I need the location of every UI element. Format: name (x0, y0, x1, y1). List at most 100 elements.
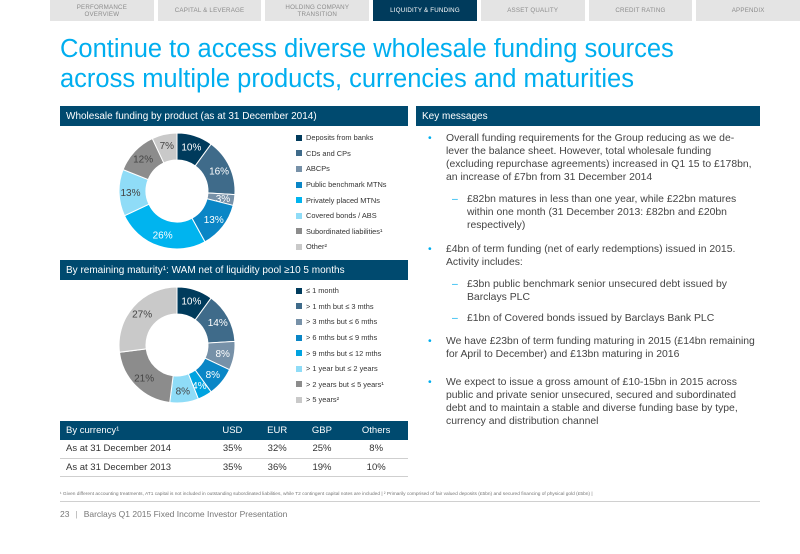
data-label: 27% (132, 310, 152, 321)
legend-swatch (296, 303, 302, 310)
table-header: USD (210, 421, 255, 440)
key-message-sub: £82bn matures in less than one year, whi… (425, 193, 755, 232)
key-messages-header: Key messages (416, 106, 760, 126)
legend-label: Deposits from banks (306, 133, 374, 143)
legend-item: ≤ 1 month (296, 283, 384, 299)
legend-swatch (296, 134, 302, 141)
legend-item: Covered bonds / ABS (296, 208, 387, 224)
footnote: ¹ Given different accounting treatments,… (60, 492, 593, 497)
legend-item: > 9 mths but ≤ 12 mths (296, 345, 384, 361)
table-header: EUR (254, 421, 300, 440)
table-header: Others (344, 421, 408, 440)
table-row: As at 31 December 2014 35% 32% 25% 8% (60, 440, 408, 459)
data-label: 3% (216, 194, 231, 205)
legend-item: Public benchmark MTNs (296, 177, 387, 193)
page-number: 23 (60, 509, 70, 519)
data-label: 26% (153, 231, 173, 242)
data-label: 8% (215, 349, 230, 360)
legend-label: Subordinated liabilities¹ (306, 226, 383, 236)
key-message: Overall funding requirements for the Gro… (425, 132, 755, 184)
legend-label: > 1 mth but ≤ 3 mths (306, 301, 374, 311)
table-row: As at 31 December 2013 35% 36% 19% 10% (60, 458, 408, 477)
legend-label: Covered bonds / ABS (306, 211, 377, 221)
legend-item: > 5 years² (296, 392, 384, 408)
legend-item: > 1 year but ≤ 2 years (296, 361, 384, 377)
legend-label: > 9 mths but ≤ 12 mths (306, 348, 382, 358)
data-label: 21% (134, 373, 154, 384)
footer-separator: | (75, 509, 78, 519)
maturity-chart-legend: ≤ 1 month > 1 mth but ≤ 3 mths > 3 mths bu… (296, 283, 384, 408)
maturity-donut-chart: 10%14%8%8%4%8%21%27% (118, 286, 236, 404)
legend-label: Other² (306, 242, 327, 252)
key-message: We expect to issue a gross amount of £10… (425, 376, 755, 428)
data-label: 10% (181, 142, 201, 153)
legend-item: Other² (296, 239, 387, 255)
tab-appendix[interactable]: APPENDIX (696, 0, 800, 21)
product-chart-legend: Deposits from banks CDs and CPs ABCPs Publi… (296, 130, 387, 255)
tab-holding-company-transition[interactable]: HOLDING COMPANY TRANSITION (265, 0, 370, 21)
donut-slice-5-years (118, 286, 178, 353)
section-navigation: PERFORMANCE OVERVIEW CAPITAL & LEVERAGE … (50, 0, 800, 21)
table-header-row: By currency¹ USD EUR GBP Others (60, 421, 408, 440)
legend-label: > 6 mths but ≤ 9 mths (306, 333, 378, 343)
donut-slice-other (151, 132, 178, 164)
legend-swatch (296, 212, 302, 219)
tab-credit-rating[interactable]: CREDIT RATING (588, 0, 693, 21)
legend-label: > 2 years but ≤ 5 years¹ (306, 379, 384, 389)
data-label: 8% (176, 387, 191, 398)
legend-item: ABCPs (296, 161, 387, 177)
legend-swatch (296, 181, 302, 188)
page-footer: 23 | Barclays Q1 2015 Fixed Income Investo… (60, 509, 287, 519)
legend-item: > 1 mth but ≤ 3 mths (296, 299, 384, 315)
table-header: By currency¹ (60, 421, 210, 440)
legend-swatch (296, 287, 302, 294)
legend-swatch (296, 396, 302, 403)
data-label: 7% (160, 141, 175, 152)
table-cell: 35% (210, 440, 255, 459)
data-label: 16% (209, 167, 229, 178)
table-header: GBP (299, 421, 345, 440)
legend-label: Public benchmark MTNs (306, 180, 387, 190)
product-chart-header: Wholesale funding by product (as at 31 D… (60, 106, 408, 126)
legend-swatch (296, 197, 302, 204)
legend-swatch (296, 318, 302, 325)
legend-label: ABCPs (306, 164, 330, 174)
legend-swatch (296, 150, 302, 157)
table-cell: 8% (344, 440, 408, 459)
key-message-sub: £3bn public benchmark senior unsecured d… (425, 278, 755, 304)
table-cell: 10% (344, 458, 408, 477)
tab-asset-quality[interactable]: ASSET QUALITY (480, 0, 585, 21)
legend-label: > 1 year but ≤ 2 years (306, 364, 378, 374)
data-label: 13% (121, 188, 141, 199)
legend-label: > 3 mths but ≤ 6 mths (306, 317, 378, 327)
legend-item: > 3 mths but ≤ 6 mths (296, 314, 384, 330)
legend-item: Privately placed MTNs (296, 192, 387, 208)
legend-label: Privately placed MTNs (306, 195, 380, 205)
page-title: Continue to access diverse wholesale fun… (60, 35, 674, 93)
footer-text: Barclays Q1 2015 Fixed Income Investor P… (83, 509, 288, 519)
legend-swatch (296, 228, 302, 235)
table-cell: 36% (254, 458, 300, 477)
tab-liquidity-funding[interactable]: LIQUIDITY & FUNDING (373, 0, 477, 21)
product-donut-chart: 10% 16% 3% 13% 26% 13% 12% 7% (118, 132, 236, 250)
table-cell: As at 31 December 2013 (60, 458, 210, 477)
legend-label: CDs and CPs (306, 148, 351, 158)
legend-item: Deposits from banks (296, 130, 387, 146)
legend-swatch (296, 365, 302, 372)
table-cell: 35% (210, 458, 255, 477)
key-message: We have £23bn of term funding maturing i… (425, 335, 755, 361)
data-label: 14% (208, 318, 228, 329)
data-label: 10% (181, 296, 201, 307)
legend-swatch (296, 165, 302, 172)
data-label: 13% (204, 215, 224, 226)
data-label: 8% (206, 370, 221, 381)
legend-swatch (296, 381, 302, 388)
tab-capital-leverage[interactable]: CAPITAL & LEVERAGE (157, 0, 262, 21)
legend-item: Subordinated liabilities¹ (296, 224, 387, 240)
key-message-sub: £1bn of Covered bonds issued by Barclays… (425, 312, 755, 325)
tab-performance-overview[interactable]: PERFORMANCE OVERVIEW (50, 0, 154, 21)
legend-swatch (296, 350, 302, 357)
legend-item: > 6 mths but ≤ 9 mths (296, 330, 384, 346)
legend-swatch (296, 243, 302, 250)
table-cell: 32% (254, 440, 300, 459)
